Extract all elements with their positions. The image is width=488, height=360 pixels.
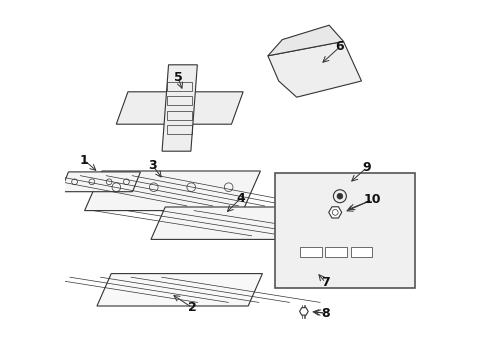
Text: 6: 6 xyxy=(335,40,344,53)
Text: 4: 4 xyxy=(236,192,245,204)
Text: 7: 7 xyxy=(321,276,329,289)
Text: 3: 3 xyxy=(148,159,157,172)
Text: 5: 5 xyxy=(173,71,182,84)
Text: 2: 2 xyxy=(187,301,196,314)
Polygon shape xyxy=(151,207,294,239)
Polygon shape xyxy=(299,308,307,315)
Circle shape xyxy=(336,193,342,199)
Text: 1: 1 xyxy=(80,154,88,167)
Bar xyxy=(167,125,192,134)
Polygon shape xyxy=(116,92,243,124)
Polygon shape xyxy=(61,172,140,192)
Polygon shape xyxy=(84,171,260,211)
Polygon shape xyxy=(267,41,361,97)
Bar xyxy=(167,96,192,105)
Polygon shape xyxy=(267,25,343,56)
Polygon shape xyxy=(289,239,383,265)
Polygon shape xyxy=(328,207,341,218)
Bar xyxy=(300,247,321,257)
Polygon shape xyxy=(97,274,262,306)
Text: 8: 8 xyxy=(321,307,329,320)
Bar xyxy=(325,247,346,257)
Bar xyxy=(350,247,371,257)
Bar xyxy=(167,82,192,91)
Text: 10: 10 xyxy=(363,193,380,206)
Polygon shape xyxy=(162,65,197,151)
Bar xyxy=(275,173,415,288)
Bar xyxy=(167,111,192,120)
Text: 9: 9 xyxy=(362,161,370,174)
